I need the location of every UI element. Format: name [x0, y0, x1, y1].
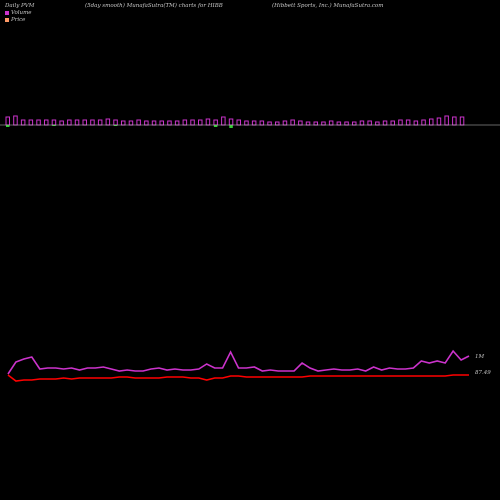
volume-bar-up	[244, 120, 249, 126]
volume-bar-up	[344, 121, 349, 126]
volume-bar-up	[44, 119, 49, 126]
volume-bar-up	[375, 121, 380, 126]
volume-bar-up	[221, 116, 226, 126]
volume-bar-up	[105, 118, 111, 126]
volume-bar-up	[190, 119, 195, 126]
volume-bar-up	[444, 115, 449, 126]
volume-bar-up	[20, 119, 26, 126]
volume-bars	[5, 115, 465, 128]
volume-bar-up	[267, 121, 272, 126]
volume-bar-up	[144, 120, 149, 126]
volume-bar-down	[213, 125, 218, 127]
volume-bar-up	[298, 120, 303, 126]
volume-bar-up	[82, 119, 87, 126]
volume-bar-up	[275, 121, 280, 126]
volume-bar-up	[236, 119, 241, 126]
legend-volume: Volume	[5, 10, 32, 16]
volume-bar-up	[151, 120, 157, 126]
price-line	[7, 374, 469, 382]
volume-bar-up	[305, 121, 311, 126]
volume-bar-up	[452, 116, 457, 126]
volume-bar-up	[259, 120, 265, 126]
volume-bar-up	[67, 119, 72, 126]
volume-bar-up	[228, 118, 234, 126]
chart-type-label: Daily PVM	[5, 3, 35, 9]
volume-bar-up	[205, 118, 211, 126]
volume-bar-up	[328, 120, 334, 126]
volume-bar-up	[167, 120, 172, 126]
legend-price: Price	[5, 17, 25, 23]
legend-volume-label: Volume	[11, 10, 32, 16]
volume-bar-up	[413, 120, 419, 126]
volume-bar-up	[359, 120, 365, 126]
volume-bar-up	[382, 120, 388, 126]
legend-price-swatch	[5, 17, 9, 22]
volume-bar-up	[159, 120, 164, 126]
volume-bar-up	[136, 119, 141, 126]
volume-bar-up	[459, 116, 465, 126]
volume-bar-up	[213, 119, 218, 126]
volume-bar-up	[121, 120, 126, 126]
volume-bar-up	[321, 121, 326, 126]
legend-price-label: Price	[11, 17, 26, 23]
volume-bar-up	[390, 120, 395, 126]
volume-bar-up	[198, 119, 203, 126]
volume-bar-up	[28, 119, 34, 126]
volume-bar-up	[51, 119, 57, 126]
volume-bar-down	[52, 125, 56, 126]
legend-volume-swatch	[5, 10, 9, 15]
volume-bar-up	[182, 119, 188, 126]
volume-bar-up	[128, 120, 134, 126]
volume-bar-up	[282, 120, 288, 126]
chart-title: (5day smooth) MunafaSutra(TM) charts for…	[85, 3, 223, 9]
volume-bar-down	[113, 125, 118, 126]
pvm-line	[7, 349, 470, 375]
volume-bar-up	[421, 119, 426, 126]
volume-bar-up	[367, 120, 372, 126]
volume-bar-up	[90, 119, 95, 126]
volume-bar-up	[290, 119, 295, 126]
volume-bar-up	[352, 121, 357, 126]
volume-bar-up	[97, 119, 103, 126]
volume-bar-up	[174, 120, 180, 126]
volume-bar-up	[429, 118, 434, 126]
right-label-price: 87.49	[475, 370, 491, 376]
volume-bar-up	[36, 119, 41, 126]
volume-bar-up	[313, 121, 318, 126]
volume-bar-up	[405, 119, 411, 126]
volume-bar-down	[229, 125, 233, 128]
right-label-volume: 1M	[475, 354, 484, 360]
volume-bar-up	[13, 115, 18, 126]
volume-bar-down	[6, 125, 10, 127]
volume-bar-up	[113, 119, 118, 126]
volume-bar-up	[251, 120, 257, 126]
volume-bar-up	[5, 116, 10, 126]
volume-bar-up	[336, 121, 342, 126]
company-name: (Hibbett Sports, Inc.) MunafaSutra.com	[272, 3, 384, 9]
volume-bar-up	[436, 117, 442, 126]
volume-bar-up	[398, 119, 403, 126]
volume-bar-up	[59, 120, 64, 126]
volume-bar-up	[74, 119, 80, 126]
